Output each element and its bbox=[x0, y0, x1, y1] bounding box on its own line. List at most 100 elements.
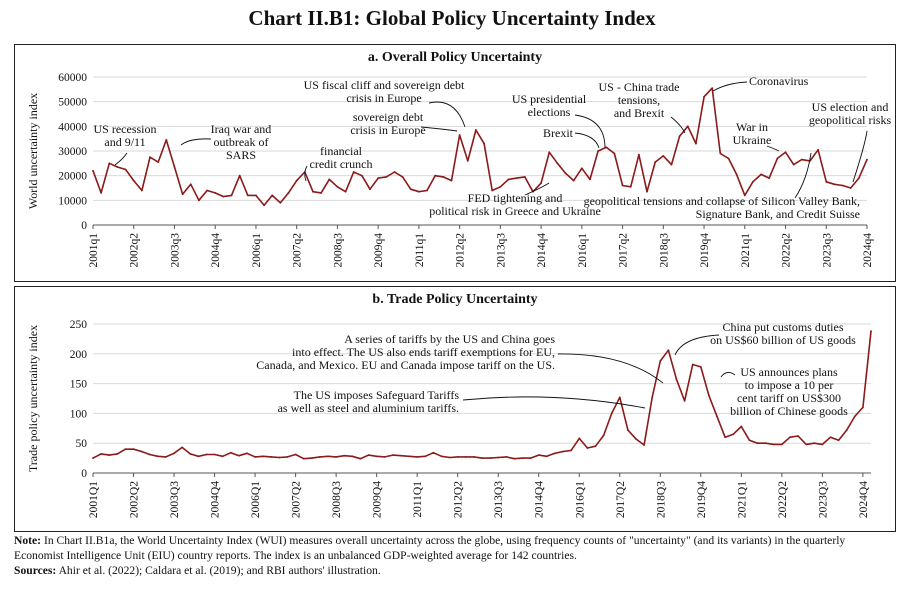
data-point bbox=[670, 163, 673, 166]
data-point bbox=[699, 366, 702, 368]
annotation-label: US election and geopolitical risks bbox=[809, 100, 892, 127]
annotation-label: Brexit bbox=[543, 126, 574, 140]
data-point bbox=[691, 363, 694, 366]
data-point bbox=[391, 454, 394, 457]
annotation-label: US fiscal cliff and sovereign debt crisis… bbox=[304, 78, 465, 105]
data-point bbox=[92, 457, 94, 459]
annotation-label: FED tightening and political risk in Gree… bbox=[429, 191, 601, 218]
data-point bbox=[554, 452, 556, 455]
data-point bbox=[426, 189, 428, 192]
data-point bbox=[686, 125, 689, 128]
annotation-label: US announces plans to impose a 10 per cent… bbox=[730, 365, 848, 418]
data-point bbox=[629, 185, 632, 188]
x-tick-label: 2003q3 bbox=[169, 233, 181, 268]
data-point bbox=[805, 443, 808, 446]
data-point bbox=[748, 439, 751, 442]
data-point bbox=[548, 151, 551, 154]
data-point bbox=[643, 444, 645, 446]
data-point bbox=[124, 168, 127, 171]
data-point bbox=[845, 429, 848, 431]
data-point bbox=[173, 452, 175, 455]
annotation-leader bbox=[304, 165, 308, 182]
data-point bbox=[400, 454, 402, 457]
x-tick-label: 2009q4 bbox=[373, 233, 385, 268]
data-point bbox=[409, 188, 412, 191]
annotation-label: financial credit crunch bbox=[310, 144, 373, 171]
data-point bbox=[740, 425, 743, 428]
annotation-leader bbox=[574, 114, 606, 149]
panel-a-title: a. Overall Policy Uncertainty bbox=[367, 50, 543, 65]
data-point bbox=[464, 456, 467, 458]
data-point bbox=[148, 453, 151, 456]
panel-b-title: b. Trade Policy Uncertainty bbox=[372, 292, 538, 307]
data-point bbox=[564, 172, 567, 175]
annotation-leader bbox=[114, 152, 128, 166]
data-point bbox=[870, 330, 872, 333]
data-point bbox=[319, 456, 321, 458]
x-tick-label: 2004Q4 bbox=[210, 481, 222, 518]
data-point bbox=[572, 179, 575, 182]
y-tick-label: 0 bbox=[81, 468, 87, 480]
annotation-label: The US imposes Safeguard Tariffs as well … bbox=[278, 388, 460, 415]
data-point bbox=[651, 396, 654, 399]
data-point bbox=[521, 457, 524, 459]
data-point bbox=[132, 448, 135, 451]
data-point bbox=[489, 457, 492, 459]
data-point bbox=[662, 155, 665, 157]
data-point bbox=[857, 177, 860, 180]
data-point bbox=[156, 455, 159, 458]
data-point bbox=[205, 453, 208, 456]
data-point bbox=[540, 182, 543, 184]
data-point bbox=[294, 453, 297, 456]
data-point bbox=[456, 456, 459, 458]
data-point bbox=[320, 192, 323, 194]
data-point bbox=[466, 159, 469, 162]
panel-overall-policy-uncertainty: a. Overall Policy Uncertainty 0 10000 2000… bbox=[14, 44, 896, 282]
data-point bbox=[610, 412, 613, 415]
data-point bbox=[481, 457, 483, 459]
data-point bbox=[343, 454, 346, 457]
data-point bbox=[116, 453, 119, 455]
x-tick-label: 2013Q3 bbox=[493, 481, 505, 518]
data-point bbox=[764, 442, 767, 445]
data-point bbox=[497, 456, 500, 459]
x-tick-label: 2014q4 bbox=[536, 233, 548, 268]
data-point bbox=[440, 455, 443, 458]
data-point bbox=[448, 456, 451, 459]
data-point bbox=[602, 434, 605, 437]
annotation-leader bbox=[462, 396, 646, 409]
x-tick-label: 2022q2 bbox=[781, 233, 793, 268]
data-point bbox=[270, 456, 273, 458]
data-point bbox=[149, 156, 151, 159]
y-tick-label: 250 bbox=[70, 319, 88, 331]
data-point bbox=[246, 452, 248, 455]
data-point bbox=[442, 176, 445, 178]
data-point bbox=[458, 134, 461, 136]
data-point bbox=[157, 161, 160, 163]
annotation-label: US - China trade tensions, and Brexit bbox=[599, 80, 680, 120]
x-tick-label: 2008q3 bbox=[332, 233, 344, 268]
data-point bbox=[789, 436, 791, 439]
data-point bbox=[351, 455, 354, 458]
data-point bbox=[375, 455, 378, 458]
data-point bbox=[221, 455, 224, 458]
x-tick-label: 2009Q4 bbox=[372, 481, 384, 518]
data-point bbox=[800, 158, 803, 161]
data-point bbox=[165, 456, 167, 458]
data-point bbox=[580, 167, 583, 170]
data-point bbox=[197, 455, 200, 458]
annotation-leader bbox=[670, 116, 686, 134]
data-point bbox=[279, 201, 282, 204]
data-point bbox=[792, 163, 795, 166]
annotation-leader bbox=[674, 334, 720, 356]
data-point bbox=[784, 151, 787, 154]
data-point bbox=[618, 396, 621, 399]
data-point bbox=[841, 184, 844, 187]
data-point bbox=[271, 194, 274, 197]
data-point bbox=[287, 192, 290, 194]
data-point bbox=[108, 454, 111, 457]
sources-text: Ahir et al. (2022); Caldara et al. (2019… bbox=[58, 564, 381, 577]
y-tick-label: 200 bbox=[70, 349, 88, 361]
x-tick-label: 2002q2 bbox=[129, 233, 141, 268]
data-point bbox=[238, 174, 241, 177]
